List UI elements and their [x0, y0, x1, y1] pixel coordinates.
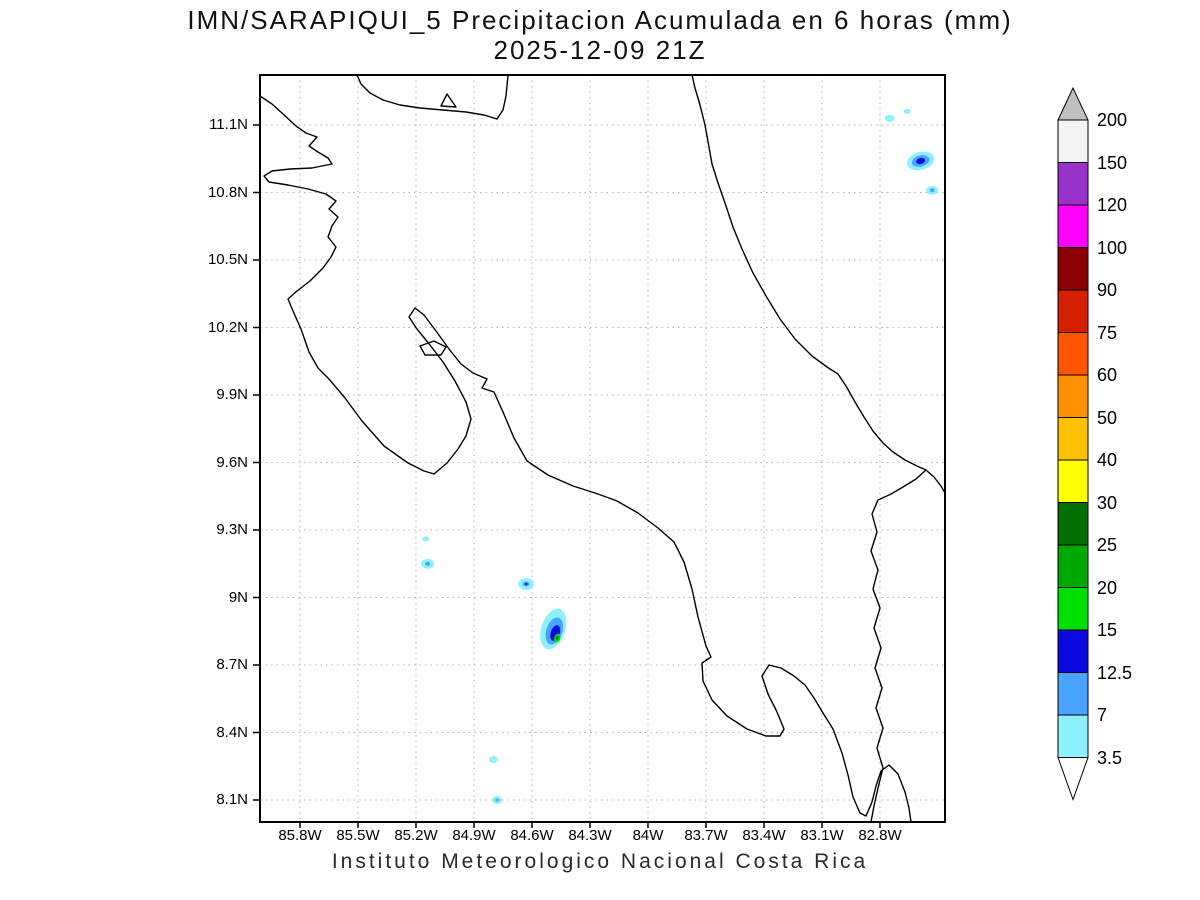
colorbar-tick-label: 20 [1097, 577, 1118, 598]
precip-cell-ring [524, 583, 528, 585]
y-axis-label: 10.5N [207, 251, 248, 268]
colorbar-tick-label: 60 [1097, 365, 1118, 385]
colorbar-tick-label: 200 [1097, 110, 1128, 130]
colorbar-segment [1057, 289, 1089, 333]
y-axis-label: 9.9N [216, 386, 248, 403]
y-axis-label: 8.4N [216, 723, 248, 741]
y-axis-label: 10.8N [207, 183, 248, 201]
colorbar-tick-label: 100 [1097, 237, 1128, 258]
x-axis-label: 83.7W [684, 827, 728, 844]
x-axis-label: 85.2W [394, 827, 438, 844]
x-axis-label: 83.1W [800, 827, 844, 844]
precip-cell-ring [495, 798, 500, 802]
y-axis-label: 9N [228, 588, 248, 606]
x-axis-label: 84.9W [452, 827, 496, 844]
colorbar-tick-label: 40 [1097, 450, 1118, 470]
colorbar-above-max-arrow [1057, 86, 1089, 121]
colorbar-segment [1057, 714, 1089, 758]
colorbar-segment [1057, 672, 1089, 716]
colorbar-segment [1057, 332, 1089, 376]
colorbar-segment [1057, 544, 1089, 588]
colorbar-segment [1057, 417, 1089, 461]
colorbar-segment [1057, 119, 1089, 163]
colorbar-tick-label: 7 [1097, 705, 1108, 725]
colorbar-segment [1057, 502, 1089, 546]
precip-cell-ring [555, 636, 559, 640]
colorbar-tick-label: 15 [1097, 620, 1118, 640]
colorbar-tick-label: 150 [1097, 152, 1128, 173]
precip-cell-ring [422, 536, 430, 542]
x-axis-label: 84.6W [510, 827, 554, 844]
colorbar-segment [1057, 459, 1089, 503]
x-axis-label: 84.3W [568, 827, 612, 844]
precip-cell-ring [425, 561, 431, 566]
y-axis-label: 9.6N [216, 453, 248, 471]
precip-cell-ring [903, 109, 911, 114]
colorbar-tick-label: 3.5 [1097, 747, 1123, 768]
precip-cell-ring [884, 114, 895, 122]
colorbar-segment [1057, 204, 1089, 248]
grid-lines [260, 75, 945, 822]
colorbar-tick-label: 50 [1097, 407, 1118, 428]
colorbar-tick-label: 75 [1097, 322, 1118, 343]
y-axis-label: 8.7N [216, 656, 248, 673]
colorbar-tick-label: 12.5 [1097, 662, 1133, 683]
costa-rica-coastline [259, 74, 946, 823]
precip-cell-ring [488, 756, 498, 763]
plot-datetime: 2025-12-09 21Z [493, 35, 707, 65]
colorbar-below-min-arrow [1057, 757, 1089, 801]
axis-ticks [253, 124, 881, 828]
colorbar-tick-label: 90 [1097, 280, 1118, 300]
colorbar-tick-label: 120 [1097, 195, 1128, 215]
colorbar-segment [1057, 162, 1089, 206]
y-axis-label: 10.2N [207, 318, 248, 336]
precip-cell-ring [916, 157, 926, 165]
y-axis-label: 8.1N [216, 791, 248, 808]
precipitation-shading [421, 109, 939, 804]
colorbar-segment [1057, 247, 1089, 291]
y-axis-label: 11.1N [209, 116, 248, 133]
map-canvas [253, 74, 946, 828]
colorbar-segment [1057, 629, 1089, 673]
x-axis-label: 83.4W [742, 827, 786, 844]
plot-title: IMN/SARAPIQUI_5 Precipitacion Acumulada … [187, 5, 1013, 35]
y-axis-label: 9.3N [216, 521, 248, 538]
x-axis-label: 85.8W [278, 827, 322, 844]
map-frame [259, 74, 946, 823]
colorbar [1057, 86, 1089, 801]
x-axis-label: 85.5W [336, 827, 380, 844]
colorbar-tick-label: 25 [1097, 535, 1118, 555]
colorbar-segment [1057, 587, 1089, 631]
x-axis-label: 82.8W [858, 827, 902, 844]
precip-cell-ring [929, 188, 935, 193]
colorbar-segment [1057, 374, 1089, 418]
x-axis-label: 84W [632, 827, 664, 844]
footer-text: Instituto Meteorologico Nacional Costa R… [331, 850, 869, 873]
colorbar-segments [1057, 86, 1089, 801]
colorbar-tick-label: 30 [1097, 492, 1118, 513]
